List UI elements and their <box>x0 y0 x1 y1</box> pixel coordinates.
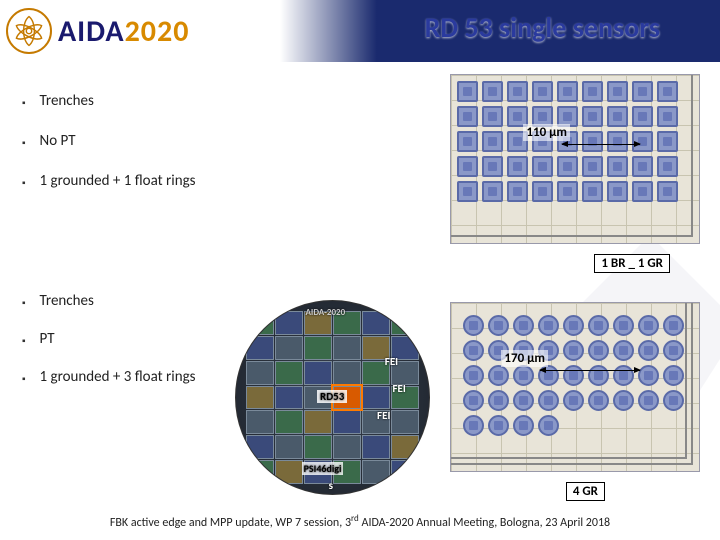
wafer-label-fei: FEI <box>385 355 398 368</box>
pixel-grid-1 <box>451 75 699 243</box>
list-item: 1 grounded + 3 float rings <box>22 368 222 386</box>
pixel-array <box>451 75 699 208</box>
wafer-label-s: s <box>329 479 333 492</box>
wafer-label-psi: PSI46digi <box>302 462 344 475</box>
list-item: No PT <box>22 132 196 150</box>
wafer-label-center: RD53 <box>317 390 347 403</box>
panel-caption-1: 1 BR _ 1 GR <box>594 254 670 273</box>
pixel-grid-2 <box>451 303 699 471</box>
footer-text-post: AIDA-2020 Annual Meeting, Bologna, 23 Ap… <box>359 516 610 530</box>
logo-word-2020: 2020 <box>125 13 190 50</box>
pixel-array <box>451 303 699 448</box>
wafer-label-fei: FEI <box>377 409 390 422</box>
footer-ordinal: rd <box>351 513 359 524</box>
logo-text: AIDA2020 <box>58 13 189 50</box>
slide-title: RD 53 single sensors <box>425 10 660 45</box>
dimension-label-2: 170 μm <box>501 350 548 367</box>
wafer-layout: AIDA-2020 RD53 PSI46digi FEI FEI FEI s <box>235 300 430 495</box>
logo-word-aida: AIDA <box>58 13 125 50</box>
wafer-label-top: AIDA-2020 <box>305 307 345 318</box>
footer-text-pre: FBK active edge and MPP update, WP 7 ses… <box>110 516 351 530</box>
dimension-label-1: 110 μm <box>523 124 570 141</box>
list-item: Trenches <box>22 92 196 110</box>
aida-logo-icon <box>6 8 52 54</box>
slide-header: AIDA2020 RD 53 single sensors <box>0 0 720 62</box>
list-item: PT <box>22 330 222 348</box>
list-item: Trenches <box>22 292 222 310</box>
slide-footer: FBK active edge and MPP update, WP 7 ses… <box>0 513 720 530</box>
logo-block: AIDA2020 <box>0 8 189 54</box>
dimension-arrow-1 <box>562 144 640 145</box>
slide-content: Trenches No PT 1 grounded + 1 float ring… <box>0 62 720 502</box>
dimension-arrow-2 <box>540 370 640 371</box>
sensor-layout-1 <box>450 74 700 244</box>
panel-caption-2: 4 GR <box>566 482 605 501</box>
list-item: 1 grounded + 1 float rings <box>22 172 196 190</box>
bullet-list-1: Trenches No PT 1 grounded + 1 float ring… <box>22 92 196 212</box>
sensor-layout-2 <box>450 302 700 472</box>
bullet-list-2: Trenches PT 1 grounded + 3 float rings <box>22 292 222 406</box>
wafer-label-fei: FEI <box>392 382 405 395</box>
